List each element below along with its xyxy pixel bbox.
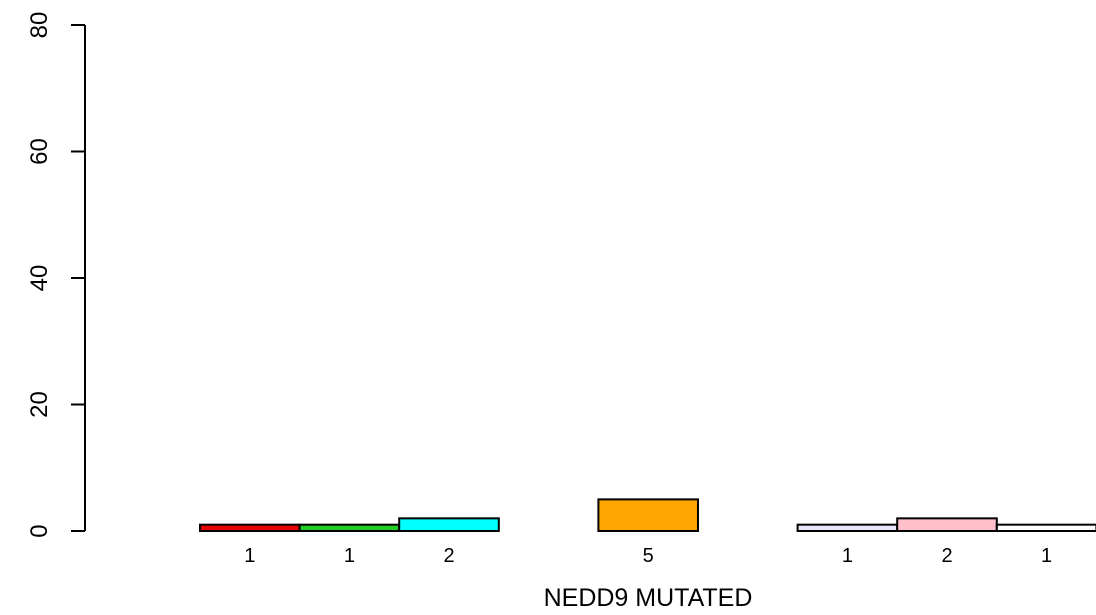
bar-value-label: 2 — [941, 545, 952, 567]
bar — [796, 523, 899, 532]
bar-value-label: 1 — [842, 545, 853, 567]
bar — [199, 523, 301, 532]
y-tick-label: 40 — [26, 265, 53, 292]
bar — [398, 517, 500, 532]
y-tick-label: 0 — [26, 524, 53, 537]
bar-value-label: 2 — [443, 545, 454, 567]
bars — [199, 498, 1096, 532]
bar — [298, 523, 401, 532]
bar — [896, 517, 998, 532]
y-tick-label: 20 — [26, 391, 53, 418]
y-tick-label: 80 — [26, 12, 53, 39]
bar — [597, 498, 700, 532]
bar-labels: 1 1 2 5 1 2 1 — [244, 545, 1052, 567]
y-tick-label: 60 — [26, 138, 53, 165]
bar-value-label: 5 — [643, 545, 654, 567]
bar-value-label: 1 — [1041, 545, 1052, 567]
bar-value-label: 1 — [344, 545, 355, 567]
x-axis-title: NEDD9 MUTATED — [544, 584, 753, 612]
y-axis-ticks: 0 20 40 60 80 — [26, 12, 85, 538]
bar-value-label: 1 — [244, 545, 255, 567]
bar — [995, 523, 1096, 532]
